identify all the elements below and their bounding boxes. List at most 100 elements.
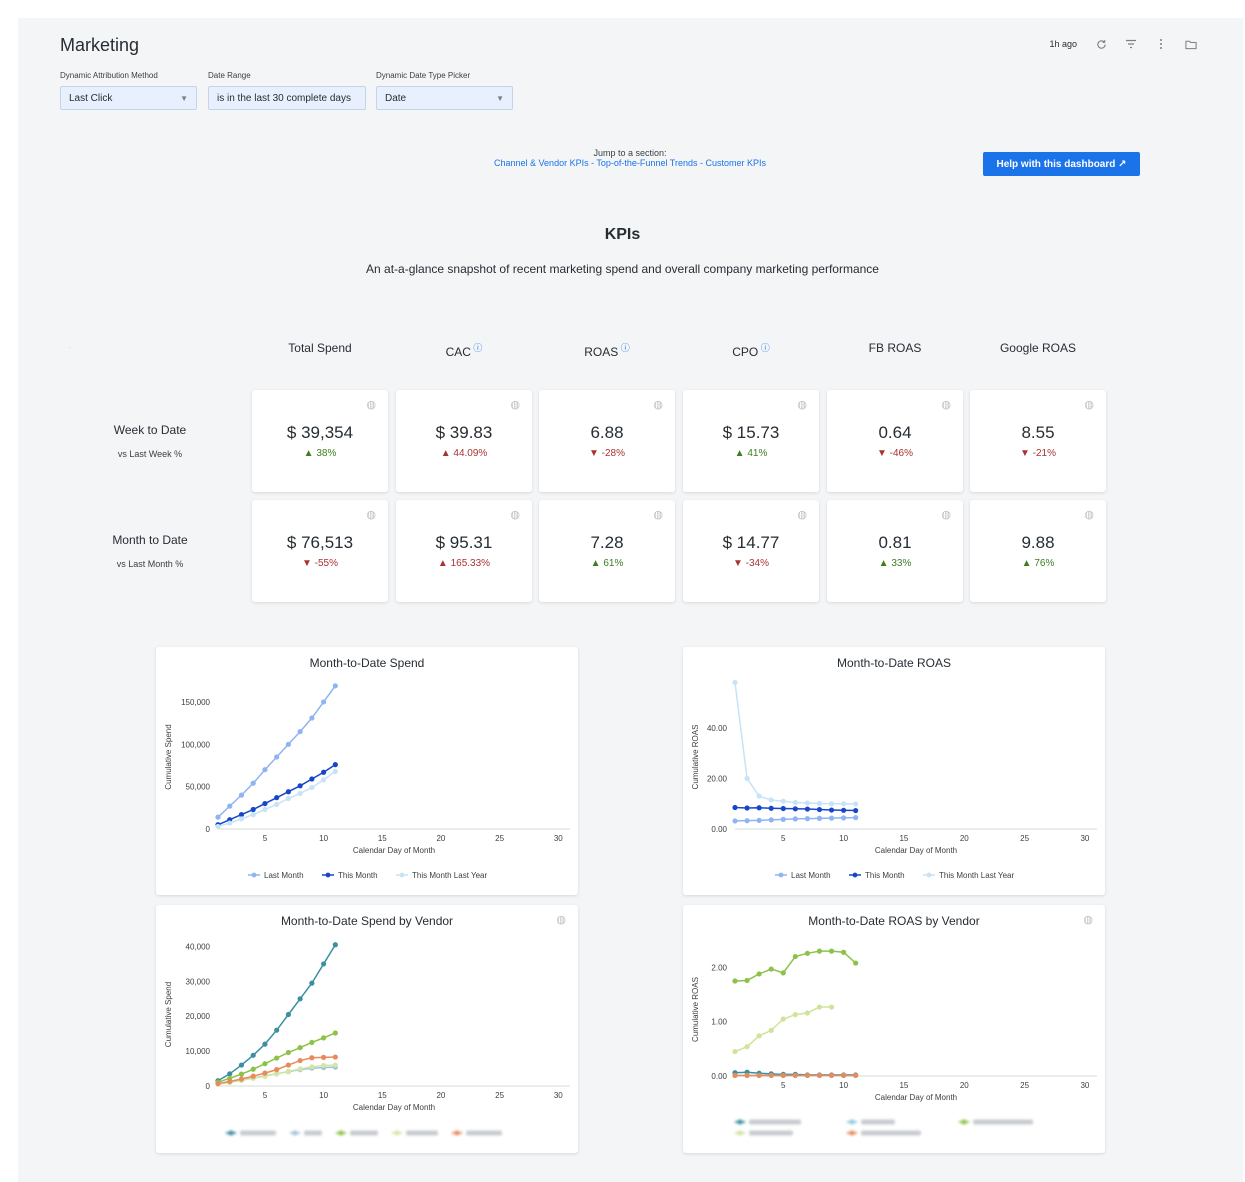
kpi-row-label: Week to Date vs Last Week %	[80, 423, 220, 459]
y-tick-label: 20.00	[707, 774, 728, 783]
x-tick-label: 15	[378, 834, 387, 843]
legend-label: Last Month	[264, 871, 304, 880]
chart-title: Month-to-Date Spend	[309, 656, 425, 670]
data-point	[309, 715, 315, 721]
data-point	[756, 971, 762, 977]
kpi-tile[interactable]: ◍ $ 95.31 ▲ 165.33%	[396, 500, 532, 602]
data-point	[297, 996, 303, 1002]
separator-dot: ·	[69, 345, 71, 351]
y-axis-label: Cumulative Spend	[164, 724, 173, 789]
data-point	[297, 1045, 303, 1051]
kpi-section-subtitle: An at-a-glance snapshot of recent market…	[366, 262, 879, 276]
kpi-tile[interactable]: ◍ 7.28 ▲ 61%	[539, 500, 675, 602]
chart-svg: 5 10 15 20 25 30 0.00 1.00 2.00 Calendar Day of M…	[691, 948, 1097, 1136]
data-point	[297, 790, 303, 797]
column-label: CPO	[732, 345, 759, 359]
data-point	[744, 818, 750, 824]
data-point	[250, 806, 256, 813]
data-point	[744, 775, 750, 782]
legend-text-placeholder	[350, 1130, 378, 1136]
data-point	[768, 805, 774, 811]
info-icon[interactable]: ⓘ	[758, 343, 770, 353]
data-point	[804, 806, 810, 812]
kpi-tile[interactable]: ◍ $ 76,513 ▼ -55%	[252, 500, 388, 602]
data-point	[841, 807, 847, 813]
kpi-tile[interactable]: ◍ $ 39.83 ▲ 44.09%	[396, 390, 532, 492]
filter-value: is in the last 30 complete days	[217, 92, 351, 104]
kpi-change: ▼ -21%	[1019, 448, 1057, 459]
x-tick-label: 5	[263, 834, 268, 843]
filter-icon[interactable]	[1125, 38, 1137, 50]
x-tick-label: 30	[554, 834, 563, 843]
kpi-tile[interactable]: ◍ $ 14.77 ▼ -34%	[683, 500, 819, 602]
data-point	[853, 1072, 859, 1079]
kpi-tile[interactable]: ◍ 9.88 ▲ 76%	[970, 500, 1106, 602]
legend-text-placeholder	[749, 1119, 801, 1125]
kpi-value: $ 14.77	[722, 533, 780, 552]
chart-panel-mtd-spend: Month-to-Date Spend 5 10 15 20 25 30 0 50,000 10…	[156, 647, 578, 895]
data-point	[841, 1072, 847, 1079]
data-point	[853, 807, 859, 814]
globe-icon: ◍	[941, 399, 951, 411]
data-point	[321, 1035, 327, 1041]
date-range-select[interactable]: is in the last 30 complete days	[208, 86, 366, 110]
data-point	[756, 805, 762, 811]
x-tick-label: 15	[899, 834, 908, 843]
info-icon[interactable]: ⓘ	[618, 343, 630, 353]
x-axis-label: Calendar Day of Month	[875, 846, 957, 855]
data-point	[768, 817, 774, 823]
kpi-change: ▼ -55%	[301, 558, 339, 569]
data-point	[816, 1004, 823, 1010]
data-point	[828, 1004, 835, 1010]
data-point	[780, 805, 786, 812]
kpi-tile[interactable]: ◍ 0.81 ▲ 33%	[827, 500, 963, 602]
more-vert-icon[interactable]	[1155, 38, 1167, 50]
data-point	[816, 1072, 823, 1079]
data-point	[250, 1073, 256, 1079]
data-point	[804, 1072, 810, 1079]
data-point	[321, 699, 327, 705]
help-button[interactable]: Help with this dashboard ↗	[983, 152, 1140, 176]
globe-icon: ◍	[653, 399, 663, 411]
data-point	[744, 1072, 750, 1079]
data-point	[816, 806, 823, 813]
x-tick-label: 30	[554, 1091, 563, 1100]
data-point	[262, 1070, 268, 1076]
jump-links[interactable]: Channel & Vendor KPIs - Top-of-the-Funne…	[494, 158, 766, 168]
x-axis-label: Calendar Day of Month	[353, 1103, 435, 1112]
kpi-change: ▼ -28%	[588, 448, 626, 459]
column-label: CAC	[445, 345, 471, 359]
data-point	[756, 1072, 762, 1079]
kpi-tile[interactable]: ◍ 6.88 ▼ -28%	[539, 390, 675, 492]
legend-marker	[961, 1119, 967, 1125]
kpi-tile[interactable]: ◍ 8.55 ▼ -21%	[970, 390, 1106, 492]
kpi-change: ▲ 76%	[1021, 558, 1055, 569]
kpi-tile[interactable]: ◍ $ 15.73 ▲ 41%	[683, 390, 819, 492]
data-point	[744, 977, 750, 984]
data-point	[274, 795, 280, 801]
data-point	[285, 795, 291, 802]
folder-icon[interactable]	[1185, 38, 1197, 50]
data-point	[285, 741, 291, 747]
date-type-select[interactable]: Date ▼	[376, 86, 513, 110]
x-tick-label: 20	[960, 1081, 969, 1090]
refresh-icon[interactable]	[1095, 38, 1107, 50]
legend-label: This Month	[865, 871, 905, 880]
data-point	[792, 953, 798, 960]
row-subtitle: vs Last Month %	[116, 559, 184, 569]
kpi-tile[interactable]: ◍ $ 39,354 ▲ 38%	[252, 390, 388, 492]
attribution-method-select[interactable]: Last Click ▼	[60, 86, 197, 110]
info-icon[interactable]: ⓘ	[470, 343, 483, 353]
kpi-tile[interactable]: ◍ 0.64 ▼ -46%	[827, 390, 963, 492]
data-point	[238, 1071, 245, 1077]
data-point	[274, 1071, 280, 1077]
x-tick-label: 15	[899, 1081, 908, 1090]
legend-marker	[778, 872, 784, 878]
data-point	[792, 1012, 798, 1018]
data-point	[756, 793, 762, 799]
data-point	[332, 768, 338, 774]
filter-attribution-method: Dynamic Attribution Method Last Click ▼	[60, 71, 197, 110]
data-point	[828, 815, 835, 821]
data-point	[274, 801, 280, 808]
legend-text-placeholder	[466, 1130, 502, 1136]
